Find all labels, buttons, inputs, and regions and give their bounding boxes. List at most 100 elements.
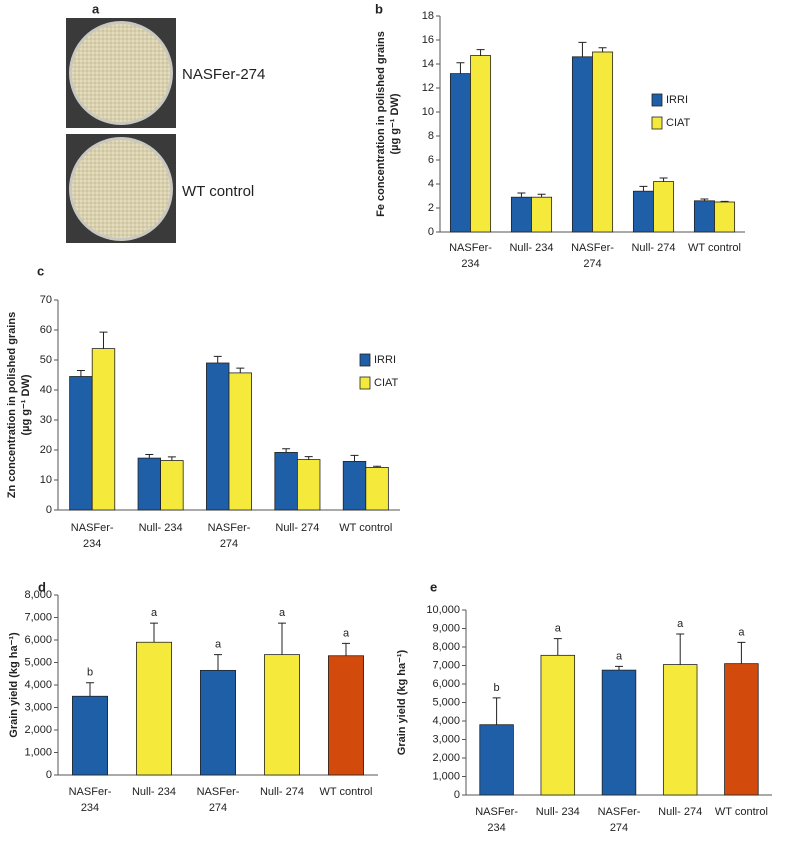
legend-label: IRRI xyxy=(666,94,688,106)
bar xyxy=(724,663,759,796)
bar xyxy=(342,460,367,511)
bar xyxy=(571,56,593,233)
significance-letter: a xyxy=(343,627,350,639)
bar xyxy=(206,362,230,511)
error-bar xyxy=(659,177,668,182)
x-tick-label: WT control xyxy=(688,242,741,254)
x-tick-label: NASFer-274 xyxy=(197,786,240,814)
panel-label: c xyxy=(37,263,44,278)
x-tick-label: Null- 274 xyxy=(275,522,319,534)
x-tick-label: Null- 234 xyxy=(536,806,580,818)
bar xyxy=(470,55,492,233)
bar xyxy=(540,654,576,796)
y-tick-label: 5,000 xyxy=(24,656,52,668)
y-tick-label: 18 xyxy=(422,10,434,22)
significance-letter: a xyxy=(677,618,684,630)
legend-label: IRRI xyxy=(374,354,396,366)
y-tick-label: 16 xyxy=(422,34,434,46)
error-bar xyxy=(76,370,85,377)
y-axis-label: Zn concentration in polished grains xyxy=(6,312,18,498)
x-tick-label: Null- 234 xyxy=(139,522,183,534)
y-tick-label: 4 xyxy=(428,178,434,190)
error-bar xyxy=(213,355,222,363)
error-bar xyxy=(720,200,729,202)
bar xyxy=(137,457,162,511)
grains xyxy=(72,24,170,122)
x-tick-label: Null- 234 xyxy=(132,786,176,798)
bar xyxy=(632,190,654,233)
y-tick-label: 3,000 xyxy=(24,701,52,713)
bar xyxy=(714,201,736,233)
y-tick-label: 4,000 xyxy=(432,715,460,727)
legend-swatch xyxy=(359,353,371,367)
y-tick-label: 0 xyxy=(46,504,52,516)
error-bar xyxy=(578,41,587,57)
error-bar xyxy=(517,192,526,198)
error-bar xyxy=(700,198,709,201)
legend-swatch xyxy=(651,116,663,130)
panel-label: e xyxy=(430,579,437,594)
y-tick-label: 2,000 xyxy=(24,724,52,736)
x-tick-label: NASFer-234 xyxy=(449,242,492,270)
significance-letter: a xyxy=(738,626,745,638)
bar xyxy=(449,73,471,233)
y-tick-label: 70 xyxy=(40,294,52,306)
y-tick-label: 2,000 xyxy=(432,752,460,764)
panel-label: b xyxy=(375,1,383,16)
y-tick-label: 0 xyxy=(428,226,434,238)
legend-swatch xyxy=(651,93,663,107)
bar xyxy=(693,200,715,233)
error-bar xyxy=(304,456,313,460)
bar xyxy=(592,51,614,233)
bar xyxy=(531,196,553,233)
y-axis-label: (µg g⁻¹ DW) xyxy=(389,93,401,154)
x-tick-label: NASFer-274 xyxy=(598,806,641,834)
y-tick-label: 10 xyxy=(422,106,434,118)
error-bar xyxy=(492,697,501,725)
bar xyxy=(72,695,109,776)
y-tick-label: 10 xyxy=(40,474,52,486)
y-tick-label: 0 xyxy=(46,769,52,781)
x-tick-label: Null- 274 xyxy=(658,806,702,818)
error-bar xyxy=(537,193,546,198)
y-tick-label: 3,000 xyxy=(432,733,460,745)
bar xyxy=(662,664,698,796)
error-bar xyxy=(214,654,222,671)
bar xyxy=(296,459,321,511)
y-tick-label: 8,000 xyxy=(432,641,460,653)
x-tick-label: WT control xyxy=(715,806,768,818)
bar xyxy=(228,372,252,511)
bar xyxy=(135,641,172,776)
y-tick-label: 6,000 xyxy=(24,634,52,646)
y-axis-label: Fe concentration in polished grains xyxy=(375,31,387,217)
y-tick-label: 9,000 xyxy=(432,622,460,634)
bar xyxy=(510,196,532,233)
x-tick-label: WT control xyxy=(339,522,392,534)
bar xyxy=(199,669,236,776)
error-bar xyxy=(86,682,94,697)
x-tick-label: NASFer-234 xyxy=(71,522,114,550)
legend-label: CIAT xyxy=(666,117,691,129)
error-bar xyxy=(373,465,382,468)
error-bar xyxy=(236,367,245,373)
x-tick-label: WT control xyxy=(320,786,373,798)
bar xyxy=(263,654,300,776)
photo-label: WT control xyxy=(182,183,254,200)
error-bar xyxy=(615,665,623,671)
error-bar xyxy=(282,448,291,453)
bar xyxy=(365,466,389,511)
panel-label: a xyxy=(92,1,100,16)
error-bar xyxy=(737,641,746,664)
error-bar xyxy=(456,62,465,74)
y-tick-label: 50 xyxy=(40,354,52,366)
y-tick-label: 14 xyxy=(422,58,434,70)
y-tick-label: 7,000 xyxy=(432,659,460,671)
error-bar xyxy=(676,633,685,665)
error-bar xyxy=(342,642,350,656)
photo-label: NASFer-274 xyxy=(182,66,265,83)
y-axis-label: (µg g⁻¹ DW) xyxy=(20,374,32,435)
significance-letter: a xyxy=(215,639,222,651)
y-tick-label: 20 xyxy=(40,444,52,456)
error-bar xyxy=(145,454,154,459)
